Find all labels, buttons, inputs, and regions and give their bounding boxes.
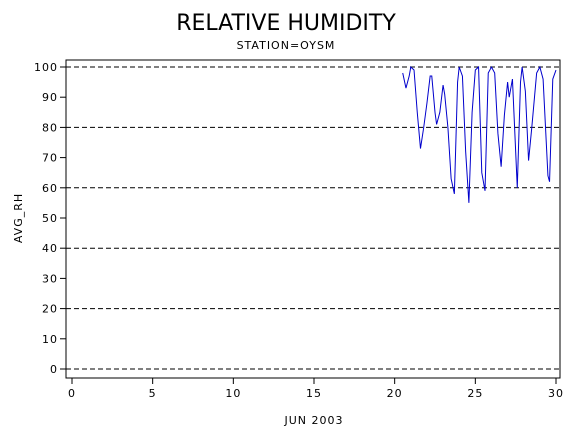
- y-tick-label: 90: [42, 91, 58, 104]
- x-tick-label: 20: [387, 387, 403, 400]
- x-tick-label: 30: [548, 387, 564, 400]
- y-tick-label: 80: [42, 121, 58, 134]
- y-tick-label: 20: [42, 303, 58, 316]
- y-axis-label: AVG_RH: [12, 193, 25, 243]
- y-tick-label: 60: [42, 182, 58, 195]
- chart-title: RELATIVE HUMIDITY: [176, 11, 396, 36]
- y-tick-label: 70: [42, 152, 58, 165]
- chart-subtitle: STATION=OYSM: [237, 39, 336, 52]
- x-axis-label: JUN 2003: [283, 414, 343, 427]
- y-tick-label: 30: [42, 272, 58, 285]
- x-tick-label: 0: [68, 387, 76, 400]
- y-tick-label: 50: [42, 212, 58, 225]
- data-line: [402, 65, 557, 203]
- plot-frame: [65, 59, 561, 379]
- y-tick-label: 0: [50, 363, 58, 376]
- x-tick-label: 10: [225, 387, 241, 400]
- y-tick-label: 40: [42, 242, 58, 255]
- x-tick-label: 25: [467, 387, 483, 400]
- x-tick-label: 15: [306, 387, 322, 400]
- y-tick-label: 100: [34, 61, 58, 74]
- y-tick-label: 10: [42, 333, 58, 346]
- x-tick-label: 5: [149, 387, 157, 400]
